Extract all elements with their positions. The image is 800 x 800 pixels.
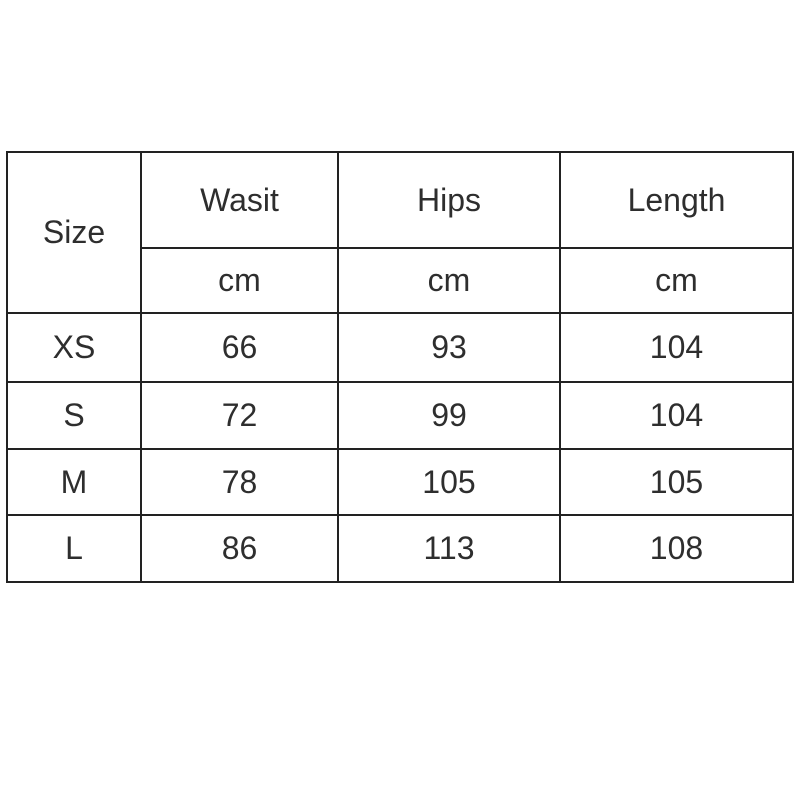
header-cell-wasit: Wasit xyxy=(140,151,339,249)
header-cell-hips: Hips xyxy=(337,151,561,249)
hips-cell: 105 xyxy=(337,448,561,516)
table-row-s: S 72 99 104 xyxy=(6,381,794,450)
unit-cell-wasit: cm xyxy=(140,247,339,314)
hips-cell: 113 xyxy=(337,514,561,583)
unit-row: cm cm cm xyxy=(7,247,794,314)
size-cell: S xyxy=(6,381,142,450)
table-row-m: M 78 105 105 xyxy=(6,448,794,516)
length-cell: 108 xyxy=(559,514,794,583)
length-cell: 104 xyxy=(559,312,794,383)
size-cell: XS xyxy=(6,312,142,383)
unit-cell-hips: cm xyxy=(337,247,561,314)
wasit-cell: 72 xyxy=(140,381,339,450)
hips-cell: 93 xyxy=(337,312,561,383)
wasit-cell: 86 xyxy=(140,514,339,583)
length-cell: 105 xyxy=(559,448,794,516)
length-cell: 104 xyxy=(559,381,794,450)
wasit-cell: 78 xyxy=(140,448,339,516)
size-chart-table: Size Wasit Hips Length cm cm cm XS 66 93… xyxy=(6,151,794,583)
unit-cell-length: cm xyxy=(559,247,794,314)
size-cell: L xyxy=(6,514,142,583)
table-row-xs: XS 66 93 104 xyxy=(6,312,794,383)
header-cell-length: Length xyxy=(559,151,794,249)
hips-cell: 99 xyxy=(337,381,561,450)
header-row: Size Wasit Hips Length xyxy=(6,151,794,314)
table-row-l: L 86 113 108 xyxy=(6,514,794,583)
wasit-cell: 66 xyxy=(140,312,339,383)
size-cell: M xyxy=(6,448,142,516)
header-cell-size: Size xyxy=(6,151,142,314)
